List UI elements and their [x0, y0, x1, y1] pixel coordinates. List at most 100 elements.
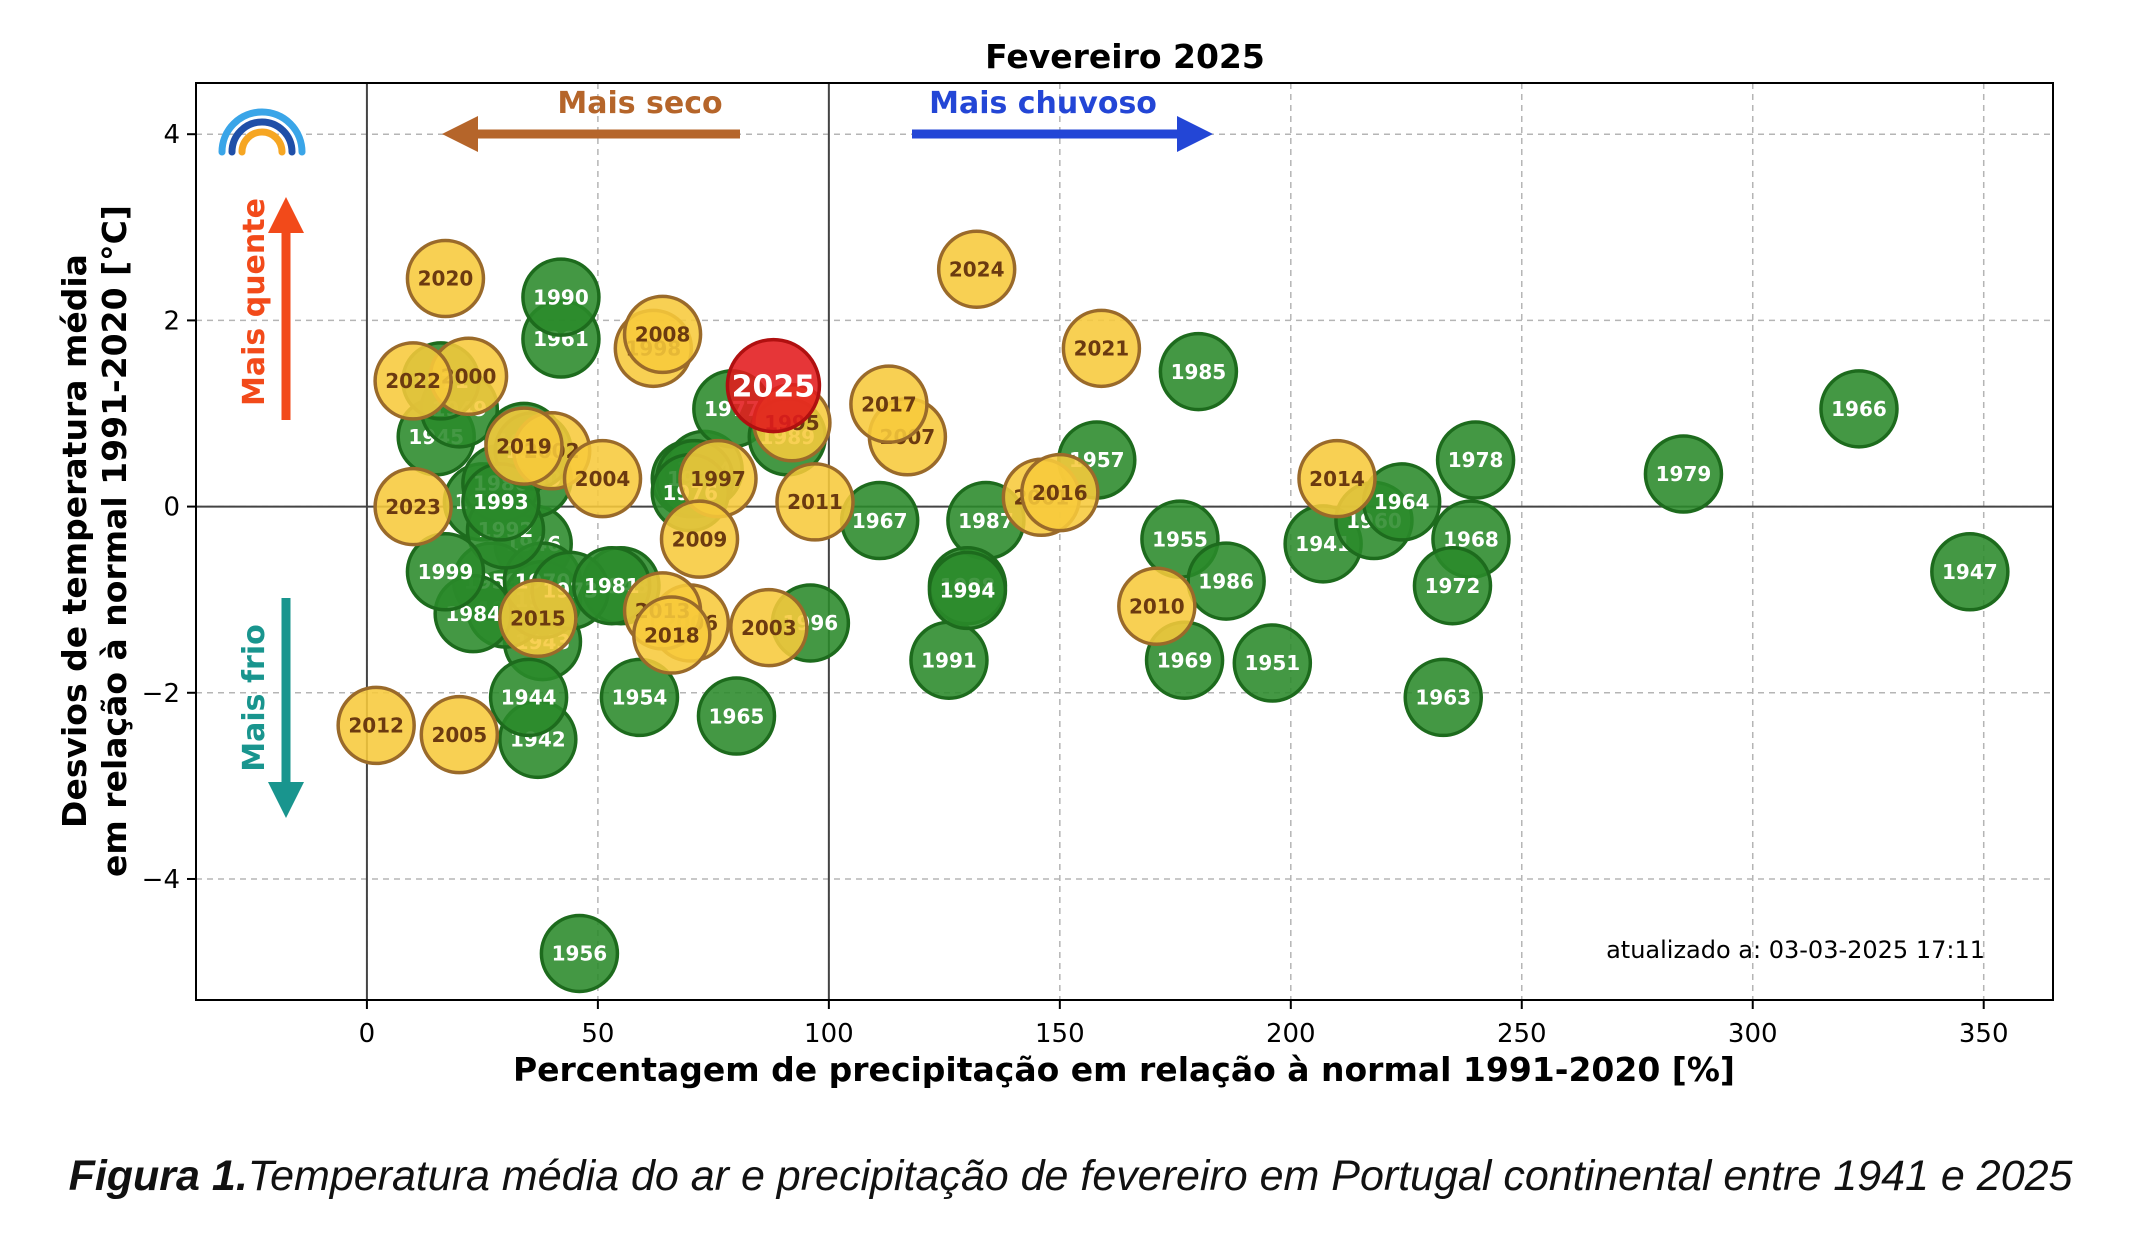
point-marker: [562, 438, 643, 519]
point-label: 2010: [1129, 594, 1185, 618]
point-2009: 2009: [659, 499, 740, 579]
point-marker: [849, 364, 929, 444]
point-1947: 1947: [1930, 532, 2010, 612]
point-marker: [498, 578, 578, 659]
point-marker: [1117, 566, 1197, 646]
point-2003: 2003: [729, 587, 809, 668]
point-2016: 2016: [1020, 452, 1100, 533]
x-tick-label: 200: [1266, 1019, 1316, 1049]
point-marker: [488, 657, 569, 738]
point-label: 1954: [612, 686, 668, 710]
point-1965: 1965: [696, 676, 777, 756]
point-marker: [622, 294, 703, 375]
point-1994: 1994: [927, 550, 1008, 631]
point-marker: [729, 587, 809, 668]
point-label: 1978: [1448, 448, 1504, 472]
point-label: 2015: [510, 607, 566, 631]
x-tick-label: 150: [1035, 1019, 1085, 1049]
point-2012: 2012: [336, 685, 416, 766]
y-tick-label: 2: [163, 306, 180, 336]
point-marker: [1297, 438, 1377, 519]
point-label: 2011: [787, 490, 843, 514]
point-label: 2005: [431, 723, 487, 747]
point-label: 2009: [672, 527, 728, 551]
point-label: 2016: [1032, 481, 1088, 505]
x-axis-label: Percentagem de precipitação em relação à…: [513, 1050, 1735, 1089]
point-marker: [1232, 623, 1313, 703]
point-marker: [1412, 545, 1493, 626]
point-2005: 2005: [419, 694, 500, 775]
point-label: 1985: [1171, 360, 1227, 384]
point-label: 2019: [496, 434, 552, 458]
point-marker: [419, 694, 500, 775]
y-axis-label-line1: Desvios de temperatura média: [55, 254, 94, 828]
point-label: 1955: [1152, 527, 1208, 551]
point-1990: 1990: [521, 257, 601, 337]
point-label: 2017: [861, 392, 917, 416]
point-2014: 2014: [1297, 438, 1377, 519]
point-label: 1956: [552, 942, 608, 966]
point-1963: 1963: [1403, 657, 1483, 738]
data-points: 1941194219431944194519461947194819491950…: [336, 229, 2010, 994]
point-1991: 1991: [909, 620, 989, 700]
point-label: 1964: [1374, 490, 1430, 514]
point-2010: 2010: [1117, 566, 1197, 646]
point-label: 1997: [690, 467, 746, 491]
scatter-chart: Fevereiro 2025 Mais seco Mais chuvoso Ma…: [55, 37, 2054, 1089]
point-marker: [927, 550, 1008, 631]
point-label: 1990: [533, 285, 589, 309]
point-1951: 1951: [1232, 623, 1313, 703]
point-marker: [696, 676, 777, 756]
updated-note: atualizado a: 03-03-2025 17:11: [1606, 936, 1985, 964]
y-axis-label-line2: em relação à normal 1991-2020 [°C]: [95, 205, 134, 877]
point-marker: [539, 913, 620, 994]
caption-text: Temperatura média do ar e precipitação d…: [247, 1152, 2073, 1200]
x-tick-label: 250: [1497, 1019, 1547, 1049]
drier-label: Mais seco: [557, 86, 722, 121]
point-label: 2025: [732, 369, 816, 404]
point-marker: [599, 657, 680, 738]
point-1967: 1967: [839, 480, 920, 561]
point-label: 1966: [1831, 397, 1887, 421]
point-marker: [1020, 452, 1100, 533]
point-label: 2008: [635, 323, 691, 347]
point-2011: 2011: [775, 462, 855, 542]
point-label: 1944: [501, 686, 557, 710]
point-label: 1986: [1198, 569, 1254, 593]
y-tick-label: −4: [142, 865, 180, 895]
point-label: 2003: [741, 616, 797, 640]
point-marker: [1061, 308, 1142, 389]
point-label: 1987: [958, 509, 1014, 533]
point-2015: 2015: [498, 578, 578, 659]
y-tick-label: −2: [142, 679, 180, 709]
point-marker: [725, 337, 822, 434]
axis-ticks: 0 50 100 150 200 250 300 350 −4 −2 0 2 4: [142, 120, 2009, 1049]
warmer-label: Mais quente: [237, 198, 272, 406]
point-1972: 1972: [1412, 545, 1493, 626]
point-2017: 2017: [849, 364, 929, 444]
point-marker: [1819, 369, 1899, 449]
wetter-label: Mais chuvoso: [929, 86, 1157, 121]
x-tick-label: 0: [359, 1019, 376, 1049]
point-label: 1965: [709, 704, 765, 728]
point-2019: 2019: [484, 406, 564, 486]
point-marker: [373, 341, 453, 421]
point-1944: 1944: [488, 657, 569, 738]
caption-label: Figura 1.: [68, 1152, 248, 1200]
point-2023: 2023: [373, 466, 453, 547]
point-label: 1991: [921, 648, 977, 672]
point-label: 1969: [1157, 648, 1213, 672]
x-tick-label: 350: [1959, 1019, 2009, 1049]
point-label: 1951: [1244, 651, 1300, 675]
y-tick-label: 0: [163, 493, 180, 523]
point-1966: 1966: [1819, 369, 1899, 449]
chart-title: Fevereiro 2025: [985, 37, 1265, 76]
point-2022: 2022: [373, 341, 453, 421]
point-1985: 1985: [1158, 331, 1239, 412]
point-1979: 1979: [1643, 434, 1724, 514]
point-1954: 1954: [599, 657, 680, 738]
point-label: 1972: [1425, 574, 1481, 598]
point-marker: [521, 257, 601, 337]
point-marker: [484, 406, 564, 486]
point-label: 1993: [473, 490, 529, 514]
